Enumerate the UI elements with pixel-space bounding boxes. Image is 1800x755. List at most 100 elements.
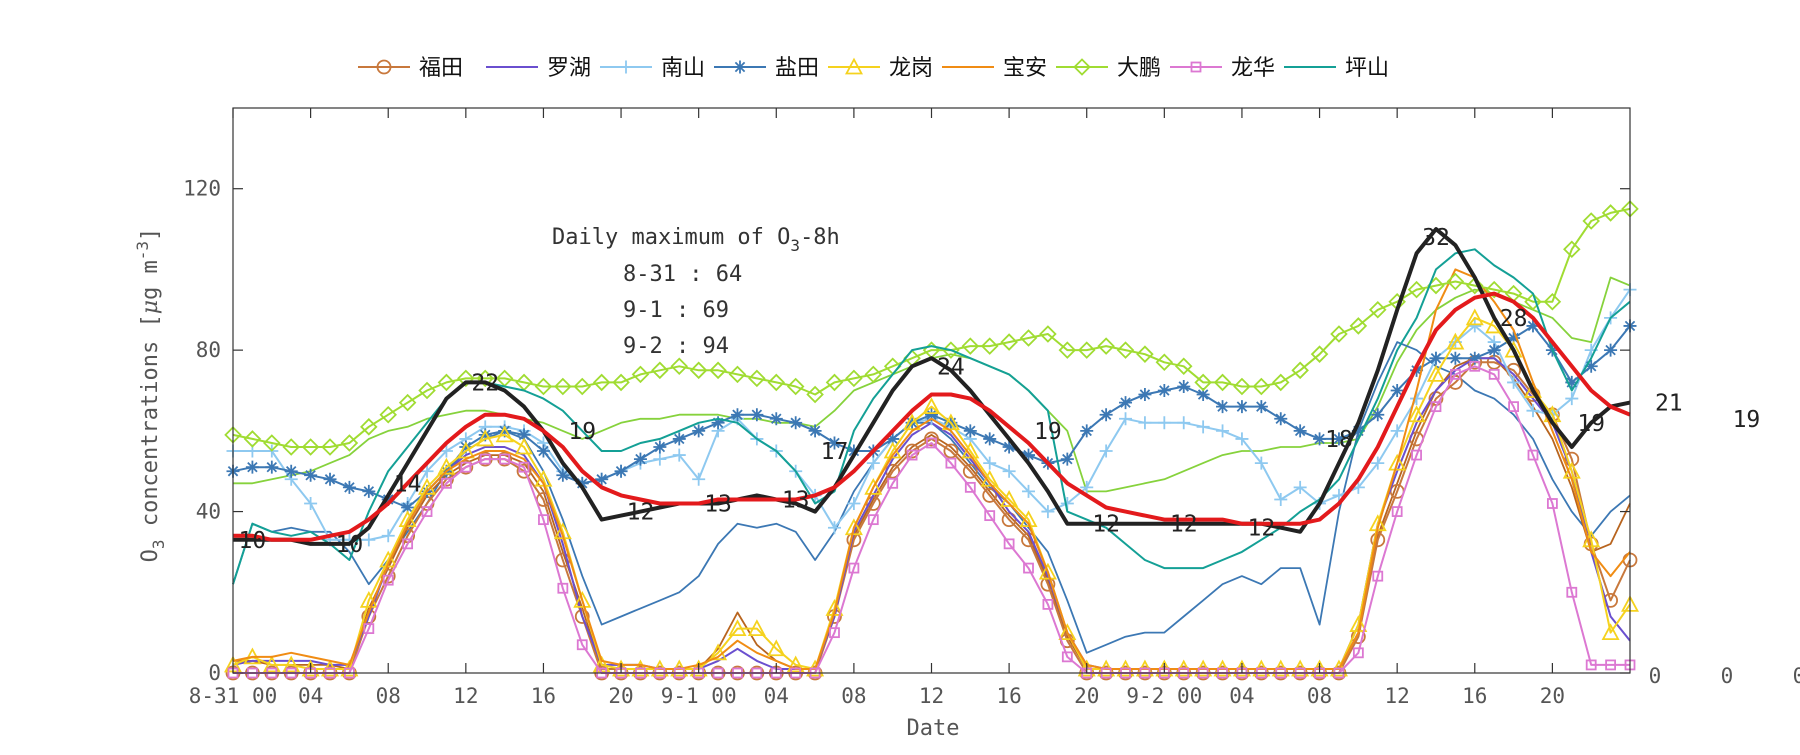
data-point — [1216, 400, 1230, 414]
data-point — [925, 408, 938, 422]
data-point — [439, 444, 453, 458]
data-point — [476, 369, 495, 388]
data-point — [1293, 480, 1307, 494]
data-point — [769, 412, 783, 426]
y-axis-title: O3 concentrations [μg m-3] — [133, 228, 168, 563]
data-point — [789, 416, 803, 430]
data-point — [1099, 444, 1113, 458]
legend-item: 盐田 — [714, 56, 819, 81]
data-point — [1527, 449, 1539, 461]
data-point — [825, 373, 844, 392]
data-point — [574, 609, 590, 624]
data-point — [1138, 416, 1152, 430]
data-point — [1488, 368, 1500, 380]
legend-label: 坪山 — [1345, 56, 1389, 81]
data-point — [1407, 280, 1426, 299]
data-point — [692, 424, 706, 438]
data-point — [786, 377, 805, 396]
legend-marker — [1190, 61, 1202, 73]
point-label: 19 — [1577, 411, 1605, 437]
legend-item: 南山 — [600, 56, 705, 81]
data-point — [1430, 401, 1442, 413]
data-point — [1177, 379, 1191, 393]
series-group — [223, 200, 1640, 681]
data-point — [479, 453, 491, 465]
legend-label: 大鹏 — [1117, 56, 1161, 81]
data-point — [943, 443, 959, 459]
data-point — [964, 481, 976, 493]
legend-item: 宝安 — [942, 56, 1047, 81]
point-label: 12 — [627, 500, 655, 526]
data-point — [982, 488, 998, 503]
data-point — [1352, 647, 1364, 659]
data-point — [767, 639, 786, 657]
data-point — [359, 590, 378, 608]
data-point — [1080, 424, 1094, 438]
point-label: 28 — [1500, 306, 1528, 332]
data-point — [1157, 384, 1171, 397]
data-point — [381, 492, 395, 506]
x-tick-label: 04 — [298, 684, 323, 708]
data-point — [670, 357, 689, 376]
legend-label: 龙华 — [1231, 56, 1275, 81]
data-point — [1582, 212, 1600, 230]
data-point — [498, 424, 512, 438]
data-point — [1390, 384, 1404, 397]
x-axis-title: Date — [907, 716, 960, 741]
data-point — [653, 452, 667, 466]
data-point — [806, 385, 824, 404]
data-point — [1023, 562, 1034, 574]
data-point — [1585, 659, 1597, 671]
series-13 — [233, 291, 1631, 542]
data-point — [1038, 562, 1057, 580]
data-point — [1060, 452, 1074, 466]
legend-marker — [376, 59, 392, 75]
data-point — [1002, 464, 1016, 478]
data-point — [476, 429, 495, 447]
legend-label: 福田 — [419, 56, 463, 81]
data-point — [437, 457, 456, 475]
x-tick-label: 16 — [1462, 684, 1487, 708]
data-point — [631, 365, 650, 384]
legend-label: 罗湖 — [547, 56, 591, 81]
x-tick-label: 20 — [608, 684, 633, 708]
x-tick-label: 16 — [531, 684, 556, 708]
data-point — [1274, 492, 1288, 506]
data-point — [1061, 651, 1073, 663]
data-point — [961, 337, 980, 355]
data-point — [1271, 373, 1290, 392]
data-point — [1368, 301, 1387, 319]
data-point — [924, 431, 939, 447]
data-point — [1097, 337, 1115, 355]
data-point — [926, 437, 937, 449]
x-tick-label: 8-31 00 — [189, 684, 278, 708]
data-point — [282, 438, 300, 456]
data-point — [945, 457, 957, 469]
legend-marker — [733, 60, 747, 74]
data-point — [827, 436, 841, 450]
data-point — [323, 472, 337, 486]
data-point — [1039, 325, 1057, 343]
data-point — [573, 377, 592, 396]
series-0 — [225, 354, 1638, 681]
data-point — [1446, 272, 1465, 291]
data-point — [1351, 424, 1365, 438]
x-tick-label: 20 — [1540, 684, 1565, 708]
data-point — [672, 448, 686, 462]
point-label: 13 — [782, 487, 810, 513]
data-point — [1485, 280, 1503, 299]
data-point — [847, 497, 861, 510]
data-point — [1155, 353, 1174, 372]
data-point — [1566, 586, 1578, 598]
data-point — [1391, 506, 1403, 517]
data-point — [304, 468, 318, 482]
data-point — [517, 428, 531, 442]
legend-label: 宝安 — [1003, 56, 1047, 81]
point-labels: 10 10 14 22 19 12 13 13 17 24 19 12 12 12 18 32 28 19 21 19 — [239, 225, 1761, 558]
data-point — [575, 476, 589, 490]
data-point — [262, 655, 281, 673]
x-tick-label: 9-2 00 — [1126, 684, 1202, 708]
data-point — [1119, 412, 1133, 426]
data-point — [808, 424, 822, 438]
